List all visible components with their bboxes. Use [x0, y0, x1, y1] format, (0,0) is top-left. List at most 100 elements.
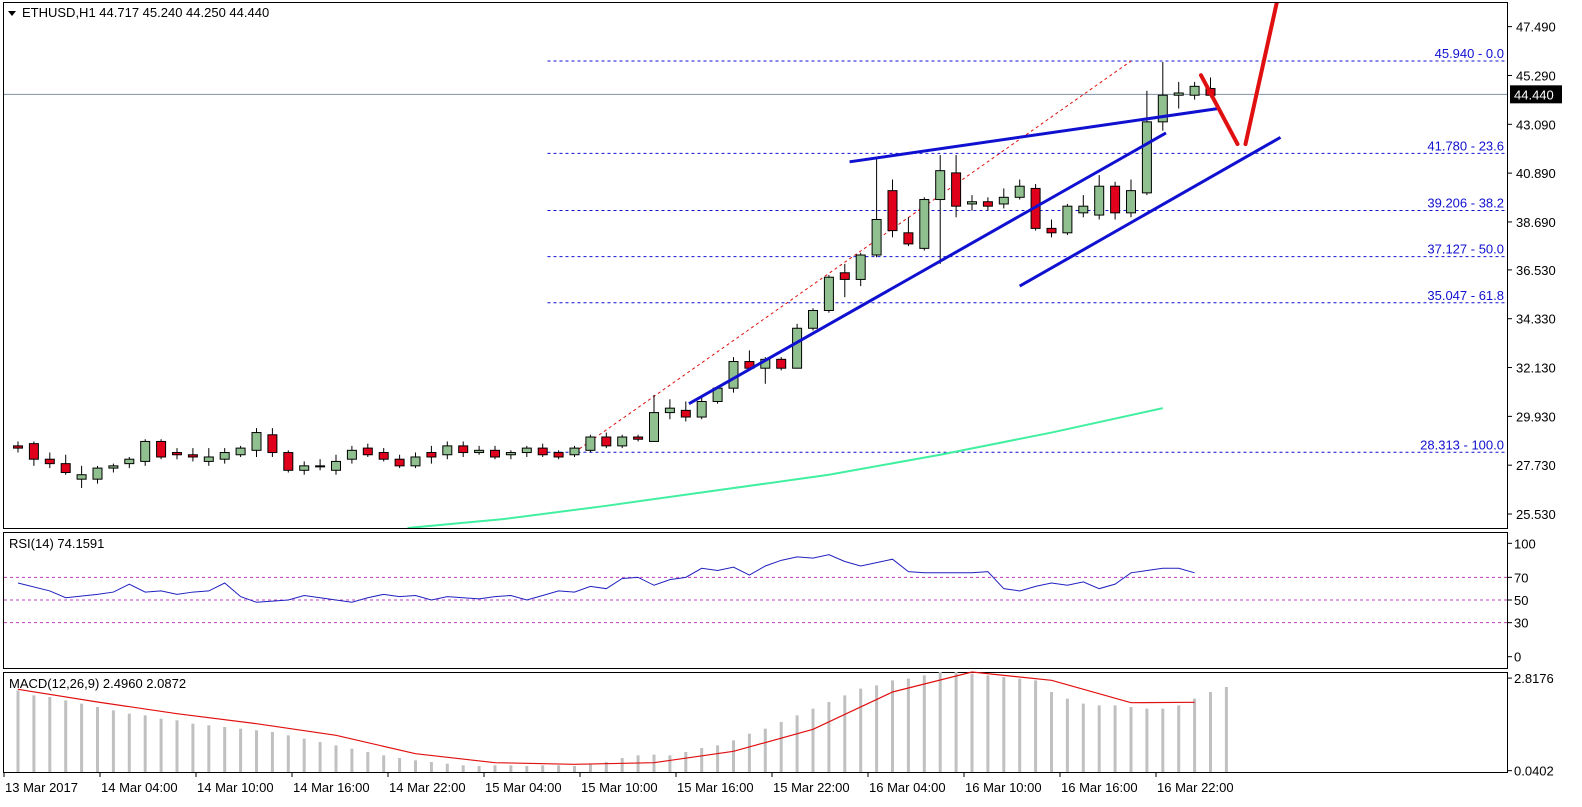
candle	[887, 179, 898, 238]
candle-body	[617, 436, 628, 447]
candle	[935, 155, 946, 264]
candle-body	[1014, 185, 1025, 198]
macd-axis-label: 2.8176	[1514, 671, 1554, 686]
candle-body	[251, 432, 262, 451]
rsi-axis-label: 0	[1514, 650, 1521, 665]
candle	[394, 454, 405, 469]
candle-body	[903, 232, 914, 245]
candle	[792, 323, 803, 369]
candle-body	[1173, 92, 1184, 96]
candle-body	[378, 452, 389, 460]
candle-body	[235, 447, 246, 456]
price-axis-label: 47.490	[1516, 20, 1556, 35]
candle-body	[696, 400, 707, 418]
time-axis-label: 14 Mar 10:00	[197, 780, 274, 795]
candle	[823, 274, 834, 313]
candle	[362, 443, 373, 457]
candle	[1173, 81, 1184, 109]
candle	[474, 445, 485, 455]
candle-body	[871, 219, 882, 256]
time-axis-label: 15 Mar 16:00	[677, 780, 754, 795]
macd-pane[interactable]	[3, 672, 1508, 773]
rsi-axis-label: 70	[1514, 570, 1528, 585]
candle	[346, 445, 357, 464]
forecast-arrow-stroke	[1243, 3, 1279, 147]
macd-signal-line	[17, 671, 1195, 765]
candle-body	[776, 358, 787, 369]
candle-body	[728, 361, 739, 389]
candle-body	[346, 449, 357, 460]
time-axis-label: 15 Mar 22:00	[773, 780, 850, 795]
candle-body	[410, 456, 421, 467]
candle	[839, 263, 850, 298]
price-axis-label: 36.530	[1516, 263, 1556, 278]
candle-body	[792, 327, 803, 369]
candle	[299, 461, 310, 475]
candle-body	[28, 443, 39, 460]
time-axis-label: 13 Mar 2017	[5, 780, 78, 795]
price-plot: 45.940 - 0.0 41.780 - 23.6 39.206 - 38.2 37…	[4, 3, 1507, 528]
candle	[919, 197, 930, 251]
candle-body	[13, 445, 23, 449]
candle-body	[808, 309, 818, 329]
time-axis-label: 14 Mar 22:00	[389, 780, 466, 795]
candle-body	[172, 452, 182, 456]
candle-body	[664, 407, 675, 414]
candle	[283, 450, 294, 473]
fib-level-label: 28.313 - 100.0	[1420, 437, 1504, 452]
candle-body	[156, 440, 167, 458]
trendline	[1018, 136, 1282, 288]
rsi-axis-label: 30	[1514, 616, 1528, 631]
candle	[124, 456, 135, 469]
candle-body	[1094, 185, 1105, 216]
candle	[696, 397, 707, 420]
candle	[13, 441, 23, 453]
price-pane[interactable]	[3, 2, 1508, 529]
forecast-arrow-stroke	[1198, 73, 1240, 147]
candle-body	[1141, 121, 1152, 194]
candle-body	[553, 452, 564, 458]
candle-body	[187, 454, 198, 458]
candle-body	[394, 458, 405, 467]
candle	[203, 448, 214, 466]
candle	[28, 441, 39, 466]
candle-body	[823, 276, 834, 311]
candle	[505, 450, 516, 460]
trendline	[688, 131, 1167, 406]
candle	[490, 445, 500, 460]
candle	[251, 428, 262, 457]
candle	[585, 434, 596, 453]
candle	[855, 252, 866, 287]
rsi-plot	[4, 554, 1507, 624]
candle	[1189, 81, 1200, 100]
candle-body	[362, 447, 373, 456]
candle	[235, 445, 246, 457]
axes: 47.490 45.290 43.090 40.890 38.690 36.530 34.3…	[3, 20, 1556, 795]
fib-level-label: 41.780 - 23.6	[1427, 138, 1504, 153]
candle-body	[283, 452, 294, 471]
candle-body	[998, 196, 1009, 205]
fib-level-label: 35.047 - 61.8	[1427, 288, 1504, 303]
candle	[1014, 179, 1025, 200]
candle-body	[267, 434, 278, 454]
candle	[1078, 195, 1089, 218]
time-axis-label: 16 Mar 10:00	[965, 780, 1042, 795]
candle-body	[315, 465, 326, 468]
candle	[1094, 175, 1105, 220]
candle	[187, 448, 198, 462]
candle-body	[982, 201, 993, 207]
time-axis-label: 14 Mar 04:00	[101, 780, 178, 795]
symbol-dropdown-icon[interactable]	[8, 11, 16, 16]
trendline	[849, 107, 1219, 164]
candle-body	[967, 201, 977, 205]
time-axis-label: 15 Mar 04:00	[485, 780, 562, 795]
fib-level-label: 37.127 - 50.0	[1427, 242, 1504, 257]
candle-body	[108, 465, 119, 469]
candle	[664, 399, 675, 420]
candle-body	[60, 463, 71, 474]
candle	[172, 448, 182, 460]
candle-body	[521, 447, 532, 454]
price-axis-label: 25.530	[1516, 507, 1556, 522]
fib-level-label: 39.206 - 38.2	[1427, 195, 1504, 210]
candle	[315, 459, 326, 471]
